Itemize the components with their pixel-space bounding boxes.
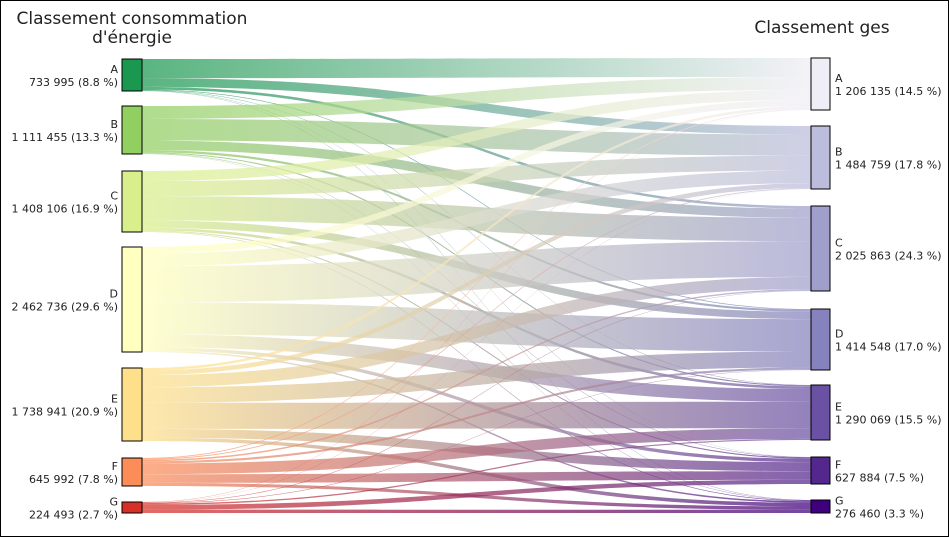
right-node-C-letter: C (835, 237, 843, 250)
flow-link-F-to-B (142, 187, 811, 460)
flow-link-D-to-C (142, 241, 811, 303)
flow-links (142, 58, 811, 513)
right-node-B-value: 1 484 759 (17.8 %) (835, 159, 942, 172)
right-node-D[interactable] (810, 308, 831, 371)
right-node-C[interactable] (810, 205, 831, 292)
flow-link-E-to-D (142, 351, 811, 403)
left-title-line-2: d'énergie (92, 28, 172, 48)
left-node-E-letter: E (111, 393, 118, 406)
flow-link-C-to-A (142, 89, 811, 181)
flow-link-A-to-A (142, 58, 811, 79)
left-node-G[interactable] (121, 501, 143, 514)
left-node-C-letter: C (110, 190, 118, 203)
flow-link-D-to-A (142, 99, 811, 254)
left-title-line-1: Classement consommation (17, 9, 248, 29)
right-node-E-letter: E (835, 401, 842, 414)
flow-link-A-to-D (142, 89, 811, 310)
flow-link-G-to-F (142, 479, 811, 510)
right-node-C-value: 2 025 863 (24.3 %) (835, 250, 942, 263)
flow-link-C-to-F (142, 230, 811, 459)
flow-link-G-to-A (142, 109, 811, 503)
right-node-D-value: 1 414 548 (17.0 %) (835, 341, 942, 354)
left-node-G-value: 224 493 (2.7 %) (29, 509, 118, 522)
left-node-F-value: 645 992 (7.8 %) (29, 473, 118, 486)
left-node-E[interactable] (121, 367, 143, 442)
right-node-A-letter: A (835, 72, 843, 85)
right-node-E[interactable] (810, 384, 831, 441)
left-node-B[interactable] (121, 105, 143, 155)
left-node-F-letter: F (112, 460, 118, 473)
right-node-G-value: 276 460 (3.3 %) (835, 508, 924, 521)
flow-link-C-to-E (142, 227, 811, 389)
right-node-G[interactable] (810, 499, 831, 514)
flow-link-D-to-B (142, 170, 811, 267)
right-node-A-value: 1 206 135 (14.5 %) (835, 85, 942, 98)
flow-link-E-to-C (142, 276, 811, 388)
left-node-F[interactable] (121, 457, 143, 487)
right-node-A[interactable] (810, 57, 831, 111)
flow-link-G-to-B (142, 188, 811, 503)
flow-link-A-to-B (142, 78, 811, 135)
left-node-B-value: 1 111 455 (13.3 %) (11, 131, 118, 144)
right-node-F-value: 627 884 (7.5 %) (835, 472, 924, 485)
left-node-D-value: 2 462 736 (29.6 %) (11, 301, 118, 314)
flow-link-F-to-A (142, 108, 811, 459)
right-node-G-letter: G (835, 495, 844, 508)
right-node-B-letter: B (835, 146, 843, 159)
flow-link-G-to-C (142, 290, 811, 504)
left-node-C[interactable] (121, 170, 143, 233)
flow-link-B-to-D (142, 150, 811, 312)
flow-link-F-to-D (142, 367, 811, 464)
left-node-B-letter: B (110, 118, 118, 131)
flow-link-E-to-A (142, 106, 811, 371)
flow-link-F-to-E (142, 428, 811, 475)
left-node-D[interactable] (121, 246, 143, 353)
flow-link-B-to-A (142, 76, 811, 119)
flow-link-F-to-F (142, 471, 811, 483)
left-node-A-value: 733 995 (8.8 %) (29, 76, 118, 89)
flow-link-E-to-B (142, 183, 811, 376)
flow-link-G-to-G (142, 509, 811, 513)
flow-link-G-to-D (142, 369, 811, 504)
right-node-D-letter: D (835, 328, 843, 341)
left-node-D-letter: D (110, 288, 118, 301)
flow-link-A-to-G (142, 90, 811, 501)
left-node-A-letter: A (110, 63, 118, 76)
right-title: Classement ges (754, 18, 889, 38)
left-node-E-value: 1 738 941 (20.9 %) (11, 406, 118, 419)
right-node-E-value: 1 290 069 (15.5 %) (835, 414, 942, 427)
left-node-G-letter: G (109, 496, 118, 509)
left-node-C-value: 1 408 106 (16.9 %) (11, 203, 118, 216)
flow-link-F-to-C (142, 289, 811, 462)
right-node-B[interactable] (810, 125, 831, 190)
right-node-F[interactable] (810, 456, 831, 485)
right-node-F-letter: F (835, 459, 841, 472)
flow-link-B-to-F (142, 153, 811, 458)
left-node-A[interactable] (121, 58, 143, 92)
flow-link-G-to-E (142, 438, 811, 505)
